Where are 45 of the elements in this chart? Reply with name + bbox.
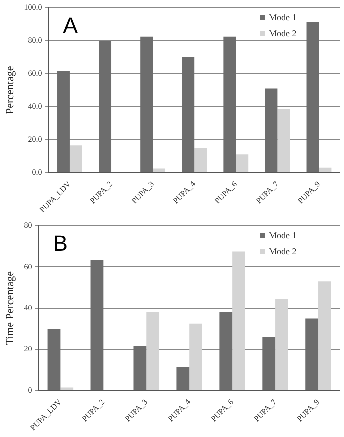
bar bbox=[190, 324, 202, 390]
bar bbox=[236, 154, 249, 172]
annotation: A bbox=[63, 13, 78, 38]
y-axis-title: Percentage bbox=[4, 66, 16, 115]
y-tick-label: 0 bbox=[28, 386, 32, 395]
bar bbox=[140, 36, 154, 172]
bar bbox=[224, 36, 236, 172]
y-tick-label: 40.0 bbox=[28, 102, 42, 111]
bar bbox=[176, 367, 190, 390]
bar bbox=[306, 318, 319, 390]
bar bbox=[146, 312, 160, 390]
bar bbox=[134, 346, 147, 390]
legend-label: Mode 2 bbox=[269, 246, 297, 256]
y-tick-label: 60.0 bbox=[28, 69, 42, 78]
bar bbox=[265, 88, 278, 172]
y-tick-label: 0.0 bbox=[32, 168, 42, 177]
bar bbox=[319, 168, 332, 172]
bar bbox=[182, 57, 195, 172]
bar bbox=[99, 40, 112, 172]
bar bbox=[318, 282, 332, 390]
bar bbox=[220, 312, 233, 390]
bar bbox=[262, 337, 276, 390]
bar bbox=[194, 148, 208, 172]
bar bbox=[70, 146, 82, 172]
legend-label: Mode 1 bbox=[269, 12, 297, 22]
y-tick-label: 80.0 bbox=[28, 36, 42, 46]
legend-label: Mode 1 bbox=[269, 230, 297, 240]
bar bbox=[153, 168, 166, 172]
y-tick-label: 60 bbox=[24, 262, 32, 272]
y-tick-label: 100.0 bbox=[24, 3, 42, 12]
y-axis-title: Time Percentage bbox=[4, 271, 16, 346]
y-tick-label: 20.0 bbox=[28, 134, 42, 144]
bar bbox=[306, 22, 320, 172]
y-tick-label: 80 bbox=[24, 221, 32, 230]
y-tick-label: 20 bbox=[24, 344, 32, 354]
y-tick-label: 40 bbox=[24, 304, 32, 312]
annotation: B bbox=[53, 231, 68, 256]
bar bbox=[232, 252, 246, 390]
legend-label: Mode 2 bbox=[269, 28, 297, 38]
bar bbox=[58, 71, 70, 172]
bar bbox=[278, 109, 290, 172]
bar bbox=[276, 299, 288, 390]
bar bbox=[90, 260, 104, 390]
bar bbox=[48, 329, 61, 390]
bar bbox=[60, 388, 74, 390]
